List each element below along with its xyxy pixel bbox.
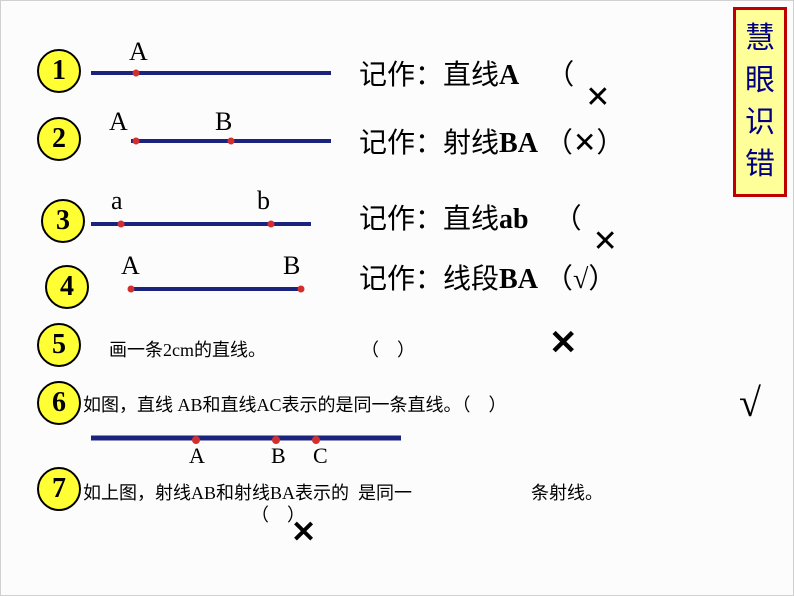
statement-5: 画一条2cm的直线。 bbox=[109, 336, 266, 362]
line-4 bbox=[126, 279, 306, 299]
notation-1-bold: A bbox=[499, 60, 519, 91]
statement-7a: 如上图，射线AB和射线BA表示的 是同一 bbox=[83, 479, 412, 505]
label-a-row3: a bbox=[111, 186, 123, 216]
number-circle-4: 4 bbox=[45, 265, 89, 309]
line-3 bbox=[91, 214, 311, 234]
line-6 bbox=[91, 428, 401, 448]
check-4: √ bbox=[573, 264, 588, 295]
notation-1: 记作：直线A （ ✕ bbox=[359, 53, 621, 93]
label-A-row4: A bbox=[121, 251, 140, 281]
statement-7b: 条射线。 bbox=[531, 479, 603, 505]
number-3-label: 3 bbox=[56, 205, 70, 237]
notation-4-prefix: 记作：线段 bbox=[359, 264, 499, 295]
notation-2-prefix: 记作：射线 bbox=[359, 128, 499, 159]
number-circle-2: 2 bbox=[37, 117, 81, 161]
number-7-label: 7 bbox=[52, 473, 66, 505]
paren-5: （ ） bbox=[361, 336, 415, 362]
number-1-label: 1 bbox=[52, 55, 66, 87]
number-circle-3: 3 bbox=[41, 199, 85, 243]
number-4-label: 4 bbox=[60, 271, 74, 303]
mark-x-7: ✕ bbox=[291, 515, 316, 550]
number-circle-1: 1 bbox=[37, 49, 81, 93]
line-1 bbox=[91, 63, 331, 83]
notation-4-bold: BA bbox=[499, 264, 538, 295]
sidebar-char-2: 眼 bbox=[740, 60, 780, 102]
label-B-row2: B bbox=[215, 107, 232, 137]
notation-3: 记作：直线ab （ ✕ bbox=[359, 197, 629, 237]
number-5-label: 5 bbox=[52, 329, 66, 361]
label-A-row1: A bbox=[129, 37, 148, 67]
label-B-row4: B bbox=[283, 251, 300, 281]
notation-3-prefix: 记作：直线 bbox=[359, 204, 499, 235]
label-B-row6: B bbox=[271, 443, 286, 469]
mark-check-6: √ bbox=[739, 379, 761, 426]
label-b-row3: b bbox=[257, 186, 270, 216]
label-A-row2: A bbox=[109, 107, 128, 137]
notation-2-bold: BA bbox=[499, 128, 538, 159]
notation-2: 记作：射线BA （✕） bbox=[359, 121, 624, 161]
number-6-label: 6 bbox=[52, 387, 66, 419]
label-A-row6: A bbox=[189, 443, 205, 469]
mark-x-5: ✕ bbox=[549, 323, 578, 363]
sidebar-char-3: 识 bbox=[740, 102, 780, 144]
number-circle-6: 6 bbox=[37, 381, 81, 425]
sidebar-char-4: 错 bbox=[740, 144, 780, 186]
notation-4: 记作：线段BA （√） bbox=[359, 257, 616, 297]
number-circle-5: 5 bbox=[37, 323, 81, 367]
number-circle-7: 7 bbox=[37, 467, 81, 511]
number-2-label: 2 bbox=[52, 123, 66, 155]
statement-6: 如图，直线 AB和直线AC表示的是同一条直线。（ ） bbox=[83, 391, 507, 417]
sidebar-char-1: 慧 bbox=[740, 18, 780, 60]
notation-1-prefix: 记作：直线 bbox=[359, 60, 499, 91]
sidebar-title-box: 慧 眼 识 错 bbox=[733, 7, 787, 197]
notation-3-bold: ab bbox=[499, 204, 529, 235]
label-C-row6: C bbox=[313, 443, 328, 469]
